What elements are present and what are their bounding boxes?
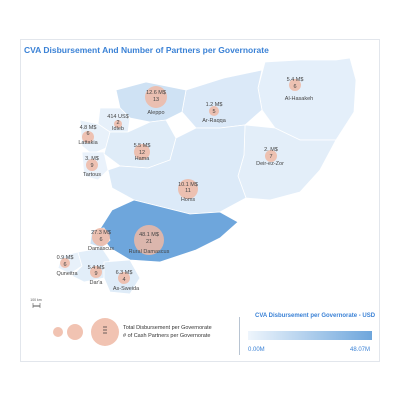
name-as-sweida: As-Sweida <box>113 286 140 292</box>
legend-bubble-medium <box>67 324 83 340</box>
partners-aleppo: 13 <box>153 97 159 103</box>
amount-quneitra: 0.9 M$ <box>57 255 74 261</box>
name-damascus: Damascus <box>88 246 114 252</box>
gradient-min-label: 0.00M <box>248 347 265 353</box>
amount-ar-raqqa: 1.2 M$ <box>206 102 223 108</box>
bubble-hama <box>134 144 150 160</box>
bubble-lattakia <box>82 131 94 143</box>
amount-dara: 5.4 M$ <box>88 265 105 271</box>
amount-tartous: 3. M$ <box>85 156 99 162</box>
bubble-al-hasakeh <box>289 79 301 91</box>
name-dara: Dar'a <box>90 280 104 286</box>
name-deir-ez-zor: Deir-ez-Zor <box>256 161 284 167</box>
name-idleb: Idleb <box>112 126 124 132</box>
bubble-damascus <box>92 228 110 246</box>
bubble-ar-raqqa <box>209 106 219 116</box>
bubble-homs <box>178 179 198 199</box>
partners-dara: 9 <box>94 271 97 277</box>
gradient-max-label: 48.07M <box>350 347 371 353</box>
bubble-as-sweida <box>118 272 130 284</box>
name-homs: Homs <box>181 197 196 203</box>
partners-idleb: 2 <box>116 120 119 126</box>
legend-total-disbursement: Total Disbursement per Governorate <box>123 325 212 331</box>
region-rural-damascus[interactable] <box>97 199 239 263</box>
bubble-tartous <box>86 159 98 171</box>
partners-deir-ez-zor: 7 <box>269 154 272 160</box>
amount-lattakia: 4.8 M$ <box>80 125 97 131</box>
amount-as-sweida: 6.3 M$ <box>116 270 133 276</box>
partners-tartous: 9 <box>90 163 93 169</box>
amount-rural-damascus: 48.1 M$ <box>139 232 159 238</box>
legend-bubble-marks <box>103 326 107 334</box>
partners-lattakia: 6 <box>86 131 89 137</box>
bubble-deir-ez-zor <box>265 150 277 162</box>
scale-bar-label: 100 km <box>30 298 42 302</box>
name-ar-raqqa: Ar-Raqqa <box>202 118 226 124</box>
legend-separator <box>239 317 240 355</box>
bubble-idleb <box>114 120 122 128</box>
amount-idleb: 414 US$ <box>107 114 128 120</box>
name-lattakia: Lattakia <box>78 140 98 146</box>
map-title: CVA Disbursement And Number of Partners … <box>24 45 269 55</box>
name-hama: Hama <box>135 156 151 162</box>
name-aleppo: Aleppo <box>147 110 164 116</box>
bubble-aleppo <box>145 86 167 108</box>
legend-bubble-large <box>91 318 119 346</box>
partners-homs: 11 <box>185 188 191 194</box>
partners-hama: 12 <box>139 150 145 156</box>
amount-al-hasakeh: 5.4 M$ <box>287 77 304 83</box>
name-quneitra: Quneitra <box>56 271 78 277</box>
bubble-quneitra <box>60 258 70 268</box>
legend-bubble-small <box>53 327 63 337</box>
amount-hama: 5.5 M$ <box>134 143 151 149</box>
partners-as-sweida: 4 <box>122 277 125 283</box>
partners-damascus: 6 <box>99 237 102 243</box>
amount-deir-ez-zor: 2. M$ <box>264 147 278 153</box>
gradient-legend-title: CVA Disbursement per Governorate - USD <box>255 313 376 319</box>
bubble-legend <box>53 318 119 346</box>
name-rural-damascus: Rural Damascus <box>129 249 170 255</box>
partners-rural-damascus: 21 <box>146 239 152 245</box>
amount-aleppo: 12.6 M$ <box>146 90 166 96</box>
region-ar-raqqa[interactable] <box>181 69 263 129</box>
name-al-hasakeh: Al-Hasakeh <box>285 96 313 102</box>
scale-bar: 100 km <box>30 298 42 308</box>
bubble-dara <box>90 266 102 278</box>
amount-homs: 10.1 M$ <box>178 182 198 188</box>
bubble-rural-damascus <box>134 225 164 255</box>
name-tartous: Tartous <box>83 172 101 178</box>
gradient-legend-bar <box>248 331 372 340</box>
partners-ar-raqqa: 5 <box>212 109 215 115</box>
partners-al-hasakeh: 6 <box>293 84 296 90</box>
legend-partners-count: # of Cash Partners per Governorate <box>123 333 211 339</box>
amount-damascus: 27.3 M$ <box>91 230 111 236</box>
partners-quneitra: 6 <box>63 262 66 268</box>
